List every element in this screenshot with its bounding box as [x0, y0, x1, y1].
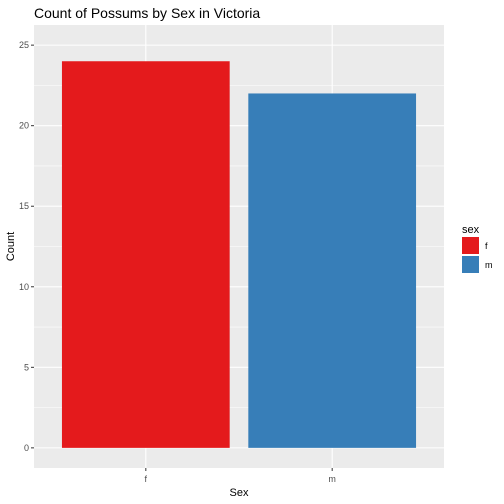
- y-tick-label: 15: [19, 201, 29, 211]
- y-tick-label: 0: [24, 443, 29, 453]
- y-axis-label: Count: [5, 232, 17, 261]
- x-tick-label: m: [328, 474, 336, 484]
- legend: sex fm: [462, 224, 493, 273]
- legend-title: sex: [462, 224, 480, 236]
- y-tick-label: 5: [24, 362, 29, 372]
- y-tick-label: 20: [19, 121, 29, 131]
- bar-m: [248, 93, 417, 448]
- x-axis-label: Sex: [230, 487, 249, 499]
- legend-key-f: [462, 237, 479, 254]
- legend-key-m: [462, 256, 479, 273]
- chart-title: Count of Possums by Sex in Victoria: [34, 5, 260, 21]
- legend-label-m: m: [485, 260, 493, 270]
- bars: [61, 61, 417, 448]
- y-tick-label: 25: [19, 40, 29, 50]
- y-tick-label: 10: [19, 282, 29, 292]
- y-axis: 0 5 10 15 20 25: [19, 40, 34, 453]
- bar-f: [61, 61, 230, 448]
- x-tick-label: f: [145, 474, 148, 484]
- legend-label-f: f: [485, 241, 488, 251]
